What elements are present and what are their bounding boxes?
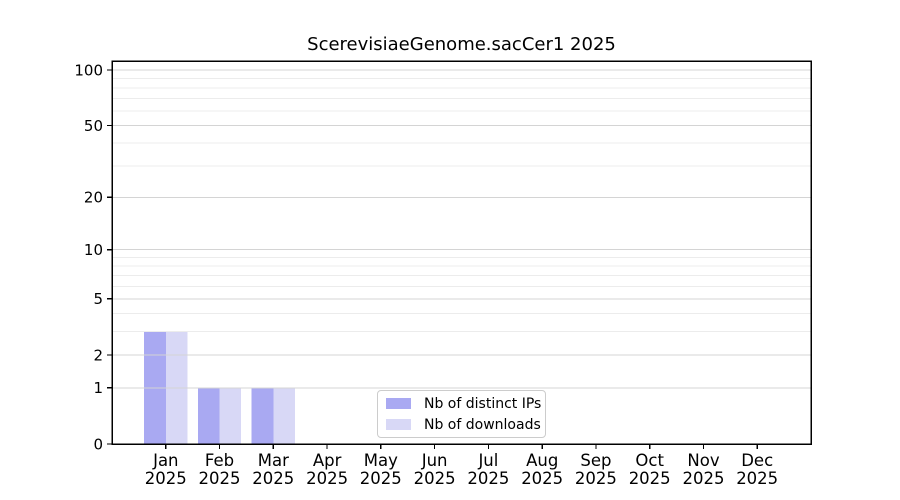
- x-tick-label-month-apr-2025: Apr: [313, 451, 342, 470]
- y-tick-label-20: 20: [84, 189, 103, 207]
- x-tick-label-month-mar-2025: Mar: [258, 451, 289, 470]
- x-tick-label-month-jun-2025: Jun: [421, 451, 448, 470]
- x-tick-label-year-dec-2025: 2025: [736, 469, 778, 488]
- x-tick-label-month-aug-2025: Aug: [526, 451, 558, 470]
- bar-feb-2025-nb-of-distinct-ips: [197, 387, 220, 444]
- x-tick-label-year-jun-2025: 2025: [414, 469, 456, 488]
- x-tick-label-month-dec-2025: Dec: [741, 451, 773, 470]
- y-tick-label-5: 5: [93, 290, 103, 308]
- legend-item-downloads: Nb of downloads: [386, 414, 541, 435]
- legend-label-downloads: Nb of downloads: [424, 416, 541, 433]
- chart-legend: Nb of distinct IPs Nb of downloads: [377, 390, 546, 438]
- y-tick-label-100: 100: [74, 61, 103, 79]
- x-tick-label-month-may-2025: May: [364, 451, 398, 470]
- bar-feb-2025-nb-of-downloads: [219, 387, 242, 444]
- x-tick-label-month-oct-2025: Oct: [635, 451, 664, 470]
- y-tick-label-10: 10: [84, 241, 103, 259]
- plot-border: [111, 60, 812, 445]
- y-tick-label-0: 0: [93, 435, 103, 453]
- x-tick-label-year-may-2025: 2025: [360, 469, 402, 488]
- x-tick-label-year-oct-2025: 2025: [629, 469, 671, 488]
- x-tick-label-year-aug-2025: 2025: [521, 469, 563, 488]
- x-tick-label-year-jan-2025: 2025: [145, 469, 187, 488]
- x-tick-label-year-mar-2025: 2025: [252, 469, 294, 488]
- x-tick-label-month-jan-2025: Jan: [152, 451, 178, 470]
- legend-swatch-distinct-ips: [386, 398, 411, 409]
- x-tick-label-year-apr-2025: 2025: [306, 469, 348, 488]
- x-tick-label-year-nov-2025: 2025: [683, 469, 725, 488]
- chart-title: ScerevisiaeGenome.sacCer1 2025: [307, 34, 616, 55]
- bar-mar-2025-nb-of-downloads: [273, 387, 295, 444]
- x-tick-label-month-nov-2025: Nov: [687, 451, 719, 470]
- x-tick-label-year-feb-2025: 2025: [199, 469, 241, 488]
- x-tick-label-year-jul-2025: 2025: [467, 469, 509, 488]
- legend-swatch-downloads: [386, 419, 411, 430]
- x-tick-label-month-sep-2025: Sep: [580, 451, 611, 470]
- y-tick-label-2: 2: [93, 346, 103, 364]
- legend-item-distinct-ips: Nb of distinct IPs: [386, 393, 541, 414]
- x-tick-label-month-jul-2025: Jul: [477, 451, 498, 470]
- x-tick-label-year-sep-2025: 2025: [575, 469, 617, 488]
- x-tick-label-month-feb-2025: Feb: [205, 451, 234, 470]
- y-tick-label-1: 1: [93, 379, 103, 397]
- legend-label-distinct-ips: Nb of distinct IPs: [424, 395, 542, 412]
- bar-mar-2025-nb-of-distinct-ips: [251, 387, 274, 444]
- y-tick-label-50: 50: [84, 117, 103, 135]
